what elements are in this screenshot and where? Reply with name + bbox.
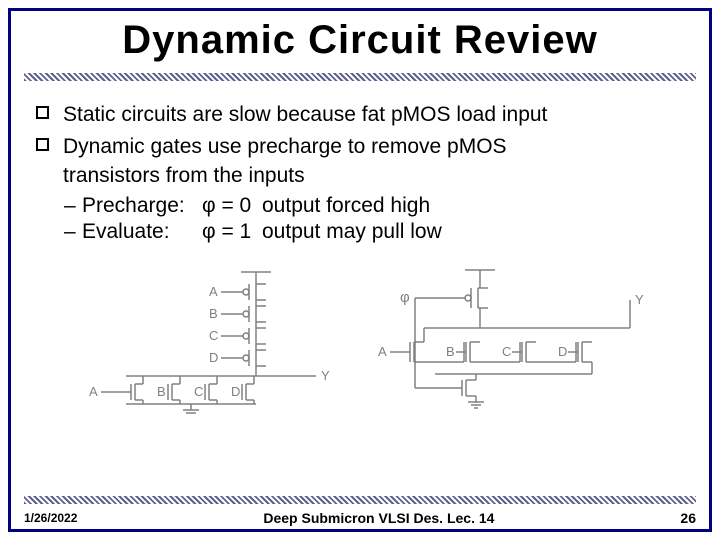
footer: 1/26/2022 Deep Submicron VLSI Des. Lec. … (24, 496, 696, 526)
slide-border (8, 8, 712, 532)
footer-divider (24, 496, 696, 504)
footer-date: 1/26/2022 (24, 511, 77, 525)
footer-lecture: Deep Submicron VLSI Des. Lec. 14 (77, 510, 680, 526)
footer-page: 26 (680, 510, 696, 526)
